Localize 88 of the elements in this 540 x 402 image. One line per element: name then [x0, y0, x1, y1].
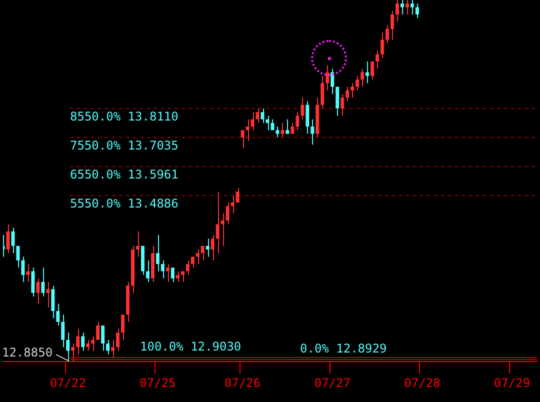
x-tick-label: 07/22 [50, 376, 86, 390]
candlestick [350, 82, 354, 98]
annotation: 100.0% 12.9030 [140, 340, 242, 354]
candlestick [216, 191, 220, 254]
candlestick [336, 86, 340, 116]
candlestick [256, 108, 260, 124]
candlestick [276, 126, 280, 138]
candlestick [186, 260, 190, 276]
candlestick [376, 50, 380, 70]
candlestick [16, 245, 20, 268]
x-tick-label: 07/28 [404, 376, 440, 390]
candlestick [156, 234, 160, 272]
candlestick [240, 130, 244, 149]
candlestick [300, 97, 304, 120]
annotation: 7550.0% 13.7035 [70, 138, 178, 153]
candlestick [236, 188, 240, 203]
candlestick [306, 100, 310, 134]
candlestick [41, 267, 45, 298]
candlestick [380, 32, 384, 58]
candlestick [290, 122, 294, 134]
candlestick [71, 343, 75, 362]
candlestick [296, 112, 300, 131]
candlestick [51, 285, 55, 319]
candlestick [386, 24, 390, 44]
candlestick [176, 270, 180, 283]
candlestick [230, 194, 234, 214]
candlestick [170, 267, 174, 283]
candlestick [260, 108, 264, 124]
candlestick [31, 267, 35, 298]
candlestick [111, 339, 115, 358]
candlestick [220, 212, 224, 246]
candlestick [76, 328, 80, 355]
annotation: 12.8850 [2, 346, 53, 360]
candlestick [360, 68, 364, 88]
candlestick [410, 0, 414, 15]
annotation: 5550.0% 13.4886 [70, 196, 178, 211]
candlestick [310, 118, 314, 146]
x-tick-label: 07/29 [494, 376, 530, 390]
candlestick [366, 60, 370, 84]
candlestick [46, 282, 50, 308]
candlestick [26, 263, 30, 283]
x-tick-label: 07/26 [224, 376, 261, 390]
candlestick [166, 263, 170, 283]
x-tick-label: 07/25 [140, 376, 176, 390]
candlestick [226, 202, 230, 225]
annotation: 6550.0% 13.5961 [70, 168, 178, 182]
candlestick [415, 3, 419, 19]
candlestick [101, 324, 105, 352]
candlestick [56, 303, 60, 326]
candlestick [280, 122, 284, 138]
candlestick [190, 256, 194, 268]
candlestick [11, 227, 15, 254]
candlestick [146, 260, 150, 283]
candlestick [206, 238, 210, 258]
candlestick [286, 118, 290, 134]
annotation: 0.0% 12.8929 [300, 342, 387, 356]
candlestick [340, 94, 344, 116]
candlestick [346, 86, 350, 102]
candlestick [121, 314, 125, 340]
candlestick [66, 332, 70, 362]
candlestick [6, 224, 10, 254]
candlestick [246, 118, 250, 142]
candlestick [330, 68, 334, 95]
candlestick [210, 234, 214, 261]
candlestick [200, 245, 204, 261]
candlestick [106, 339, 110, 355]
candlestick [405, 0, 409, 15]
candlestick [370, 60, 374, 80]
candlestick [91, 336, 95, 352]
annotation: 8550.0% 13.8110 [70, 110, 178, 124]
candlestick [116, 328, 120, 352]
candlestick [61, 314, 65, 348]
candlestick [196, 249, 200, 264]
candlestick [400, 0, 404, 15]
candlestick [21, 256, 25, 283]
candlestick [96, 321, 100, 340]
candlestick [86, 339, 90, 352]
candlestick [320, 75, 324, 109]
candlestick [356, 75, 360, 91]
candlestick [396, 0, 400, 22]
candlestick [390, 10, 394, 40]
candlestick [81, 332, 85, 352]
x-tick-label: 07/27 [314, 376, 350, 390]
candlestick [180, 270, 184, 283]
candlestick [36, 278, 40, 304]
candlestick [250, 112, 254, 131]
candlestick [136, 230, 140, 258]
candlestick [160, 260, 164, 279]
